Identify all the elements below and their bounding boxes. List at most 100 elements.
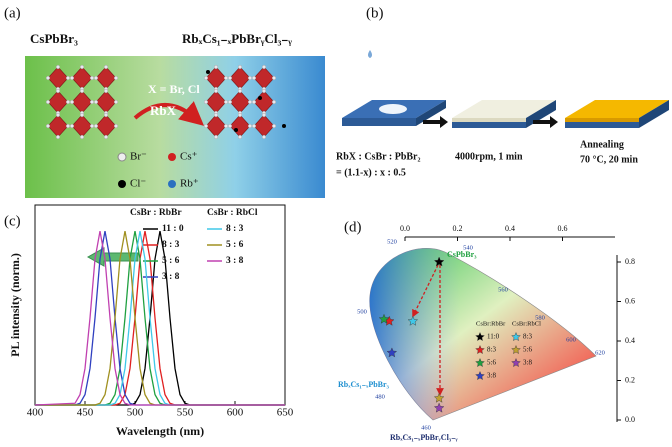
legend-label: 8 : 3: [226, 224, 244, 234]
cie-blue: [369, 248, 596, 420]
spectrum-line: [35, 230, 285, 406]
spectrum-line: [35, 230, 285, 406]
point: [433, 402, 445, 413]
atom: [46, 75, 51, 80]
atom: [227, 99, 232, 104]
wavelength-label: 600: [566, 336, 576, 343]
atom: [213, 134, 218, 139]
legend-label: 3:8: [523, 359, 532, 367]
panel-label: (d): [344, 219, 362, 235]
wavelength-label: 460: [421, 424, 431, 431]
panel-label: (c): [4, 213, 21, 229]
substrate: [342, 100, 446, 126]
legend-label: 3 : 8: [162, 272, 180, 282]
atom: [79, 64, 84, 69]
reaction: X = Br, Cl: [148, 82, 200, 96]
y-tick-label: 0.0: [625, 415, 635, 424]
x-tick-label: 0.2: [453, 224, 463, 233]
wavelength-label: 580: [535, 314, 545, 321]
point: [407, 315, 419, 326]
arrow: [423, 116, 448, 128]
anneal: Annealing: [580, 139, 624, 150]
reagent: RbX: [150, 103, 177, 118]
legend-swatch: [511, 344, 521, 355]
legend-label: 8 : 3: [162, 240, 180, 250]
substrate: [565, 100, 669, 128]
atom: [103, 88, 108, 93]
annotation: RbₓCs₁₋ₓPbBr₃: [338, 380, 390, 389]
legend-label: 11:0: [487, 333, 500, 341]
atom: [56, 88, 61, 93]
droplet: [368, 50, 372, 58]
atom: [237, 64, 242, 69]
x-tick-label: 0.6: [558, 224, 568, 233]
atom: [46, 99, 51, 104]
atom: [227, 123, 232, 128]
ion: [168, 180, 176, 188]
legend-label: 5:6: [487, 359, 496, 367]
atom: [213, 64, 218, 69]
ion: [168, 153, 176, 161]
atom: [113, 75, 118, 80]
atom: [272, 75, 277, 80]
atom: [89, 99, 94, 104]
arrow: [133, 101, 205, 126]
crystal: [46, 64, 286, 139]
y-tick-label: 0.8: [625, 257, 635, 266]
panel-label: (b): [366, 5, 384, 21]
legend-title: CsBr:RbCl: [512, 320, 541, 327]
wavelength-label: 560: [498, 286, 508, 293]
x-tick-label: 650: [277, 407, 294, 419]
atom: [65, 75, 70, 80]
wavelength-label: 520: [387, 238, 397, 245]
x-tick-label: 550: [177, 407, 194, 419]
atom: [282, 124, 286, 128]
atom: [65, 99, 70, 104]
legend-title: CsBr : RbBr: [130, 208, 182, 218]
ion-label: Cl⁻: [130, 178, 146, 190]
legend-swatch: [475, 344, 485, 355]
x-tick-label: 600: [227, 407, 244, 419]
atom: [258, 96, 262, 100]
legend-label: 11 : 0: [162, 224, 184, 234]
annotation: CsPbBr₃: [447, 250, 477, 259]
ion-label: Rb⁺: [180, 178, 199, 190]
atom: [247, 99, 252, 104]
formula: CsPbBr₃: [30, 31, 78, 46]
atom: [227, 75, 232, 80]
atom: [93, 75, 98, 80]
atom: [247, 123, 252, 128]
atom: [69, 123, 74, 128]
atom: [89, 123, 94, 128]
atom: [103, 64, 108, 69]
atom: [113, 99, 118, 104]
y-axis-label: PL intensity (norm.): [8, 253, 22, 357]
point: [433, 392, 445, 403]
x-axis-label: Wavelength (nm): [116, 424, 204, 438]
atom: [262, 112, 267, 117]
arrow: [533, 116, 558, 128]
formula: RbₓCs₁₋ₓPbBrᵧCl₃₋ᵧ: [182, 31, 292, 46]
atom: [262, 88, 267, 93]
atom: [213, 88, 218, 93]
atom: [251, 99, 256, 104]
atom: [223, 123, 228, 128]
atom: [251, 75, 256, 80]
atom: [69, 75, 74, 80]
annotation: RbₓCs₁₋ₓPbBrᵧCl₃₋ᵧ: [390, 433, 458, 442]
ion: [117, 152, 127, 162]
atom: [223, 75, 228, 80]
wavelength-label: 500: [357, 308, 367, 315]
atom: [56, 134, 61, 139]
atom: [103, 134, 108, 139]
point: [386, 347, 398, 358]
atom: [223, 99, 228, 104]
y-tick-label: 0.6: [625, 296, 635, 305]
ion-label: Cs⁺: [180, 151, 198, 163]
ratio-values: = (1.1-x) : x : 0.5: [336, 167, 406, 178]
atom: [79, 112, 84, 117]
atom: [113, 123, 118, 128]
atom: [46, 123, 51, 128]
x-tick-label: 0.4: [505, 224, 515, 233]
